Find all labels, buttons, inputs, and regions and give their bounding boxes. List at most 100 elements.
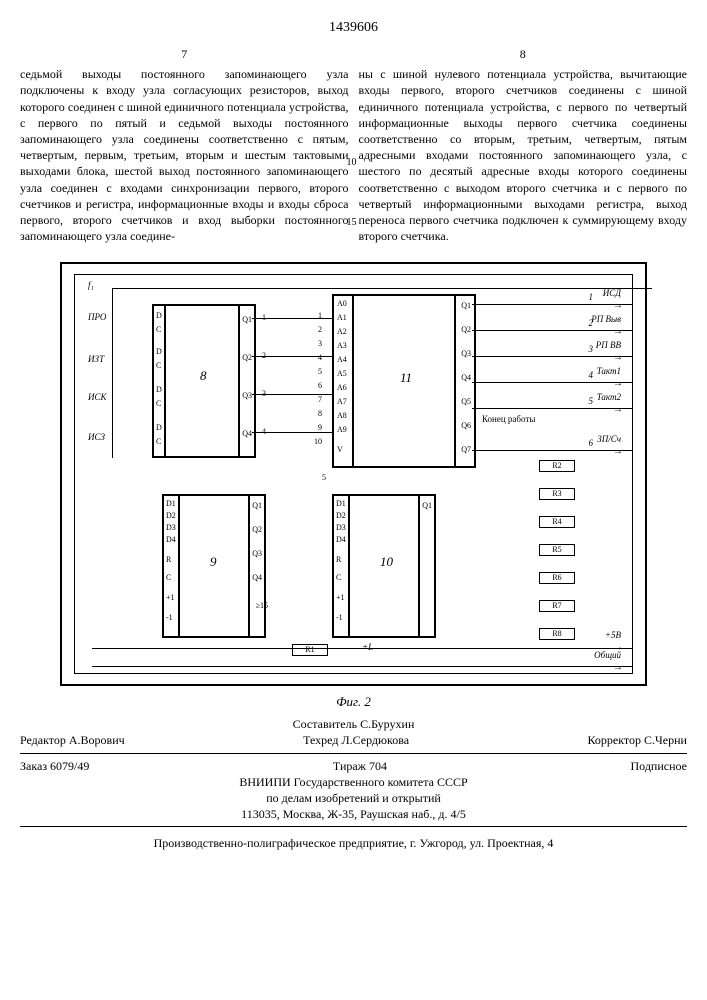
compiler: Составитель С.Бурухин: [20, 716, 687, 732]
b9-d3: D3: [166, 524, 176, 533]
b8-q3: Q3: [242, 392, 252, 401]
b11-q3: Q3: [461, 350, 471, 359]
b10-d3: D3: [336, 524, 346, 533]
b9-d2: D2: [166, 512, 176, 521]
a-num-10: 10: [314, 438, 322, 447]
b8-pin-c3: C: [156, 400, 161, 409]
b10-d2: D2: [336, 512, 346, 521]
left-column: 7 седьмой выходы постоянного запоминающе…: [20, 46, 349, 244]
editor: Редактор А.Ворович: [20, 732, 125, 748]
resistor-r2: R2: [539, 460, 575, 472]
resistor-r6: R6: [539, 572, 575, 584]
b9-q3: Q3: [252, 550, 262, 559]
out-takt2: Такт2: [597, 392, 621, 402]
out-zpsch: ЗП/Сч: [597, 434, 621, 444]
b9-q1: Q1: [252, 502, 262, 511]
wire-8-11-b: [252, 356, 332, 357]
techred: Техред Л.Сердюкова: [303, 732, 409, 748]
b8-pin-c4: C: [156, 438, 161, 447]
b11-q2: Q2: [461, 326, 471, 335]
block-8-number: 8: [200, 368, 207, 384]
figure-caption: Фиг. 2: [20, 694, 687, 710]
a-num-6: 6: [318, 382, 322, 391]
wire-out-6: [472, 450, 632, 451]
block-8: 8 D C D C D C D C Q1 Q2 Q3 Q4: [152, 304, 256, 458]
b9-d4: D4: [166, 536, 176, 545]
b11-a9: A9: [337, 426, 347, 435]
bus-arrow-2: →: [613, 662, 623, 673]
block-9: 9 D1 D2 D3 D4 R C +1 -1 Q1 Q2 Q3 Q4 ≥15: [162, 494, 266, 638]
text-columns: 7 седьмой выходы постоянного запоминающе…: [20, 46, 687, 244]
block-9-div-left: [178, 496, 180, 636]
out-arrow-2: →: [613, 326, 623, 337]
b9-d1: D1: [166, 500, 176, 509]
b11-a7: A7: [337, 398, 347, 407]
printer-line: Производственно-полиграфическое предприя…: [20, 835, 687, 851]
wire-top: [112, 288, 652, 289]
b10-q1: Q1: [422, 502, 432, 511]
a-num-2: 2: [318, 326, 322, 335]
b9-carry: ≥15: [256, 602, 268, 611]
b8-pin-d3: D: [156, 386, 162, 395]
line-number-15: 15: [347, 216, 357, 230]
subscription: Подписное: [631, 758, 688, 774]
document-number: 1439606: [20, 20, 687, 36]
b11-a4: A4: [337, 356, 347, 365]
internal-wire-5: 5: [322, 474, 326, 483]
wire-out-1: [472, 304, 632, 305]
resistor-r1: R1: [292, 644, 328, 656]
b11-q4: Q4: [461, 374, 471, 383]
signal-pro: ПРО: [88, 312, 106, 322]
end-of-work-label: Конец работы: [482, 414, 535, 424]
credits-block: Составитель С.Бурухин Редактор А.Ворович…: [20, 716, 687, 851]
resistor-r4: R4: [539, 516, 575, 528]
b10-d4: D4: [336, 536, 346, 545]
block-11: 11 A0 A1 A2 A3 A4 A5 A6 A7 A8 A9 V Q1 Q2…: [332, 294, 476, 468]
resistor-r5: R5: [539, 544, 575, 556]
b8-q1: Q1: [242, 316, 252, 325]
a-num-1: 1: [318, 312, 322, 321]
schematic-diagram: f₁ ПРО ИЗТ ИСК ИСЗ 8 D C D C D C D C Q1 …: [60, 262, 647, 686]
b11-a2: A2: [337, 328, 347, 337]
wire-out-4: [472, 382, 632, 383]
b11-q6: Q6: [461, 422, 471, 431]
b10-r: R: [336, 556, 341, 565]
b8-pin-c1: C: [156, 326, 161, 335]
wire-left-v: [112, 288, 113, 458]
block-10-number: 10: [380, 554, 393, 570]
b8-q4: Q4: [242, 430, 252, 439]
org-line-2: по делам изобретений и открытий: [20, 790, 687, 806]
b11-a3: A3: [337, 342, 347, 351]
out-takt1: Такт1: [597, 366, 621, 376]
a-num-8: 8: [318, 410, 322, 419]
a-num-7: 7: [318, 396, 322, 405]
block-9-div-right: [248, 496, 250, 636]
org-address: 113035, Москва, Ж-35, Раушская наб., д. …: [20, 806, 687, 822]
block-9-number: 9: [210, 554, 217, 570]
b9-c: C: [166, 574, 171, 583]
out-rpvv: РП ВВ: [596, 340, 621, 350]
block-10: 10 D1 D2 D3 D4 R C +1 -1 Q1: [332, 494, 436, 638]
out-arrow-1: →: [613, 300, 623, 311]
wire-8-11-d: [252, 432, 332, 433]
b10-m1: -1: [336, 614, 343, 623]
corrector: Корректор С.Черни: [588, 732, 687, 748]
b10-d1: D1: [336, 500, 346, 509]
signal-isz: ИСЗ: [88, 432, 105, 442]
bus-5v: +5В: [605, 630, 621, 640]
line-number-10: 10: [347, 156, 357, 170]
right-column-text: ны с шиной нулевого потенциала устройств…: [359, 66, 688, 244]
b8-q2: Q2: [242, 354, 252, 363]
wire-8-11-c: [252, 394, 332, 395]
b11-a5: A5: [337, 370, 347, 379]
block-8-div-left: [164, 306, 166, 456]
resistor-r7: R7: [539, 600, 575, 612]
resistor-r8: R8: [539, 628, 575, 640]
b11-v: V: [337, 446, 343, 455]
signal-f1: f₁: [88, 280, 94, 290]
b10-p1: +1: [336, 594, 345, 603]
b8-pin-d2: D: [156, 348, 162, 357]
b9-m1: -1: [166, 614, 173, 623]
divider-2: [20, 826, 687, 827]
b9-p1: +1: [166, 594, 175, 603]
